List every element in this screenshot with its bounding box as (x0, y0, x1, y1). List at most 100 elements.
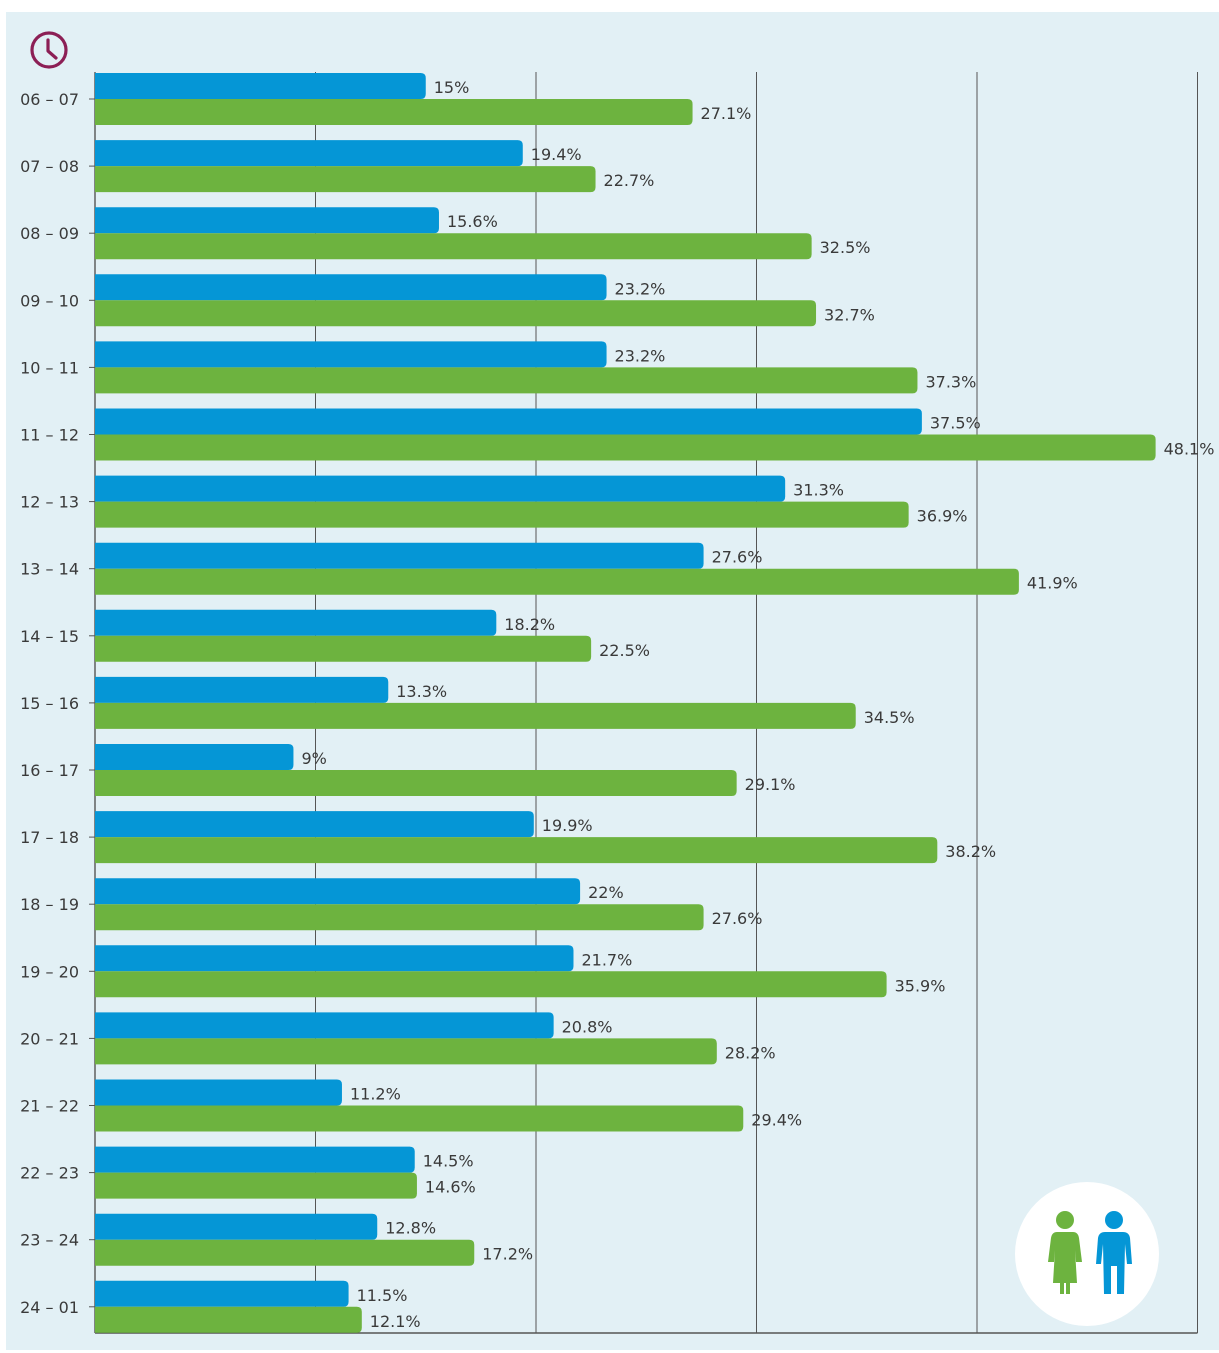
bar-series-2 (95, 1306, 362, 1333)
bar-series-2 (95, 1038, 717, 1065)
bar-series-2 (95, 233, 812, 260)
data-label: 19.9% (542, 816, 593, 835)
bar-series-1 (95, 207, 439, 234)
category-ticks: 06 – 07 07 – 08 08 – 09 09 – 10 10 – 11 11 – … (20, 90, 95, 1317)
data-label: 15.6% (447, 212, 498, 231)
bar-series-2 (95, 635, 592, 662)
bars-layer (95, 73, 1156, 1333)
bar-series-2 (95, 166, 596, 193)
man-figure-icon (1096, 1211, 1132, 1294)
category-label: 15 – 16 (20, 694, 79, 713)
data-label: 38.2% (945, 842, 996, 861)
bar-series-1 (95, 1146, 415, 1173)
bar-series-2 (95, 971, 887, 998)
category-label: 24 – 01 (20, 1298, 79, 1317)
data-label: 32.7% (824, 305, 875, 324)
bar-series-2 (95, 1172, 417, 1199)
data-label: 22.7% (604, 171, 655, 190)
bar-series-2 (95, 501, 909, 528)
bar-series-1 (95, 140, 523, 167)
legend-circle (1015, 1182, 1159, 1326)
data-label: 37.3% (925, 372, 976, 391)
category-label: 10 – 11 (20, 358, 79, 377)
bar-series-2 (95, 1105, 744, 1132)
category-label: 06 – 07 (20, 90, 79, 109)
bar-series-1 (95, 945, 574, 972)
category-label: 23 – 24 (20, 1231, 79, 1250)
bar-series-2 (95, 568, 1019, 595)
bar-series-1 (95, 609, 497, 636)
data-label: 19.4% (531, 145, 582, 164)
bar-series-2 (95, 837, 938, 864)
bar-series-1 (95, 542, 704, 569)
bar-series-1 (95, 1280, 349, 1307)
category-label: 12 – 13 (20, 493, 79, 512)
bar-series-2 (95, 1239, 475, 1266)
bar-series-1 (95, 274, 607, 301)
data-label: 12.1% (370, 1312, 421, 1331)
data-label: 29.4% (751, 1111, 802, 1130)
data-label: 20.8% (562, 1017, 613, 1036)
category-label: 07 – 08 (20, 157, 79, 176)
data-label: 48.1% (1164, 440, 1215, 459)
category-label: 09 – 10 (20, 291, 79, 310)
data-label: 12.8% (385, 1219, 436, 1238)
data-label: 23.2% (615, 279, 666, 298)
data-label: 21.7% (581, 950, 632, 969)
category-label: 13 – 14 (20, 560, 79, 579)
data-label: 9% (301, 749, 326, 768)
data-label: 22.5% (599, 641, 650, 660)
bar-series-2 (95, 702, 856, 729)
category-label: 19 – 20 (20, 962, 79, 981)
bar-series-1 (95, 811, 534, 838)
bar-series-2 (95, 367, 918, 394)
data-label: 14.5% (423, 1152, 474, 1171)
category-label: 21 – 22 (20, 1097, 79, 1116)
data-label: 32.5% (820, 238, 871, 257)
data-label: 23.2% (615, 346, 666, 365)
bar-series-1 (95, 1079, 342, 1106)
data-label: 34.5% (864, 708, 915, 727)
category-label: 14 – 15 (20, 627, 79, 646)
bar-series-1 (95, 1213, 378, 1240)
category-label: 17 – 18 (20, 828, 79, 847)
bar-series-1 (95, 1012, 554, 1039)
data-label: 31.3% (793, 481, 844, 500)
bar-series-2 (95, 99, 693, 125)
clock-icon (30, 31, 68, 69)
data-label: 13.3% (396, 682, 447, 701)
category-label: 11 – 12 (20, 426, 79, 445)
data-label: 28.2% (725, 1043, 776, 1062)
bar-series-2 (95, 904, 704, 931)
data-label: 27.1% (701, 104, 752, 123)
category-label: 18 – 19 (20, 895, 79, 914)
bar-series-2 (95, 300, 817, 327)
category-label: 20 – 21 (20, 1029, 79, 1048)
category-label: 08 – 09 (20, 224, 79, 243)
data-label: 35.9% (895, 976, 946, 995)
data-label: 15% (434, 78, 470, 97)
data-label: 37.5% (930, 414, 981, 433)
data-label: 17.2% (482, 1245, 533, 1264)
data-label: 27.6% (712, 909, 763, 928)
category-label: 22 – 23 (20, 1164, 79, 1183)
labels-layer: 15% 27.1% 19.4% 22.7% 15.6% 32.5% 23.2% 32.7% 23… (301, 78, 1214, 1331)
data-label: 22% (588, 883, 624, 902)
data-label: 18.2% (504, 615, 555, 634)
data-label: 11.2% (350, 1085, 401, 1104)
bar-series-1 (95, 341, 607, 368)
data-label: 27.6% (712, 548, 763, 567)
bar-series-1 (95, 878, 581, 905)
data-label: 11.5% (357, 1286, 408, 1305)
data-label: 36.9% (917, 507, 968, 526)
bar-series-1 (95, 676, 389, 703)
bar-series-1 (95, 475, 786, 502)
bar-series-1 (95, 73, 426, 99)
woman-man-icon (1015, 1182, 1159, 1326)
bar-series-1 (95, 744, 294, 770)
bar-series-1 (95, 408, 922, 435)
bar-series-2 (95, 434, 1156, 461)
data-label: 14.6% (425, 1178, 476, 1197)
bar-series-2 (95, 770, 737, 796)
woman-figure-icon (1048, 1211, 1082, 1294)
